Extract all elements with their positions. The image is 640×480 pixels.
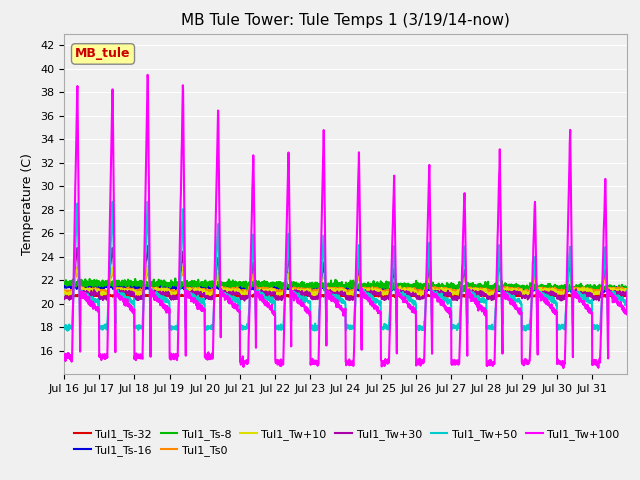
Legend: Tul1_Ts-32, Tul1_Ts-16, Tul1_Ts-8, Tul1_Ts0, Tul1_Tw+10, Tul1_Tw+30, Tul1_Tw+50,: Tul1_Ts-32, Tul1_Ts-16, Tul1_Ts-8, Tul1_… xyxy=(70,424,624,460)
Y-axis label: Temperature (C): Temperature (C) xyxy=(22,153,35,255)
Title: MB Tule Tower: Tule Temps 1 (3/19/14-now): MB Tule Tower: Tule Temps 1 (3/19/14-now… xyxy=(181,13,510,28)
Text: MB_tule: MB_tule xyxy=(76,48,131,60)
